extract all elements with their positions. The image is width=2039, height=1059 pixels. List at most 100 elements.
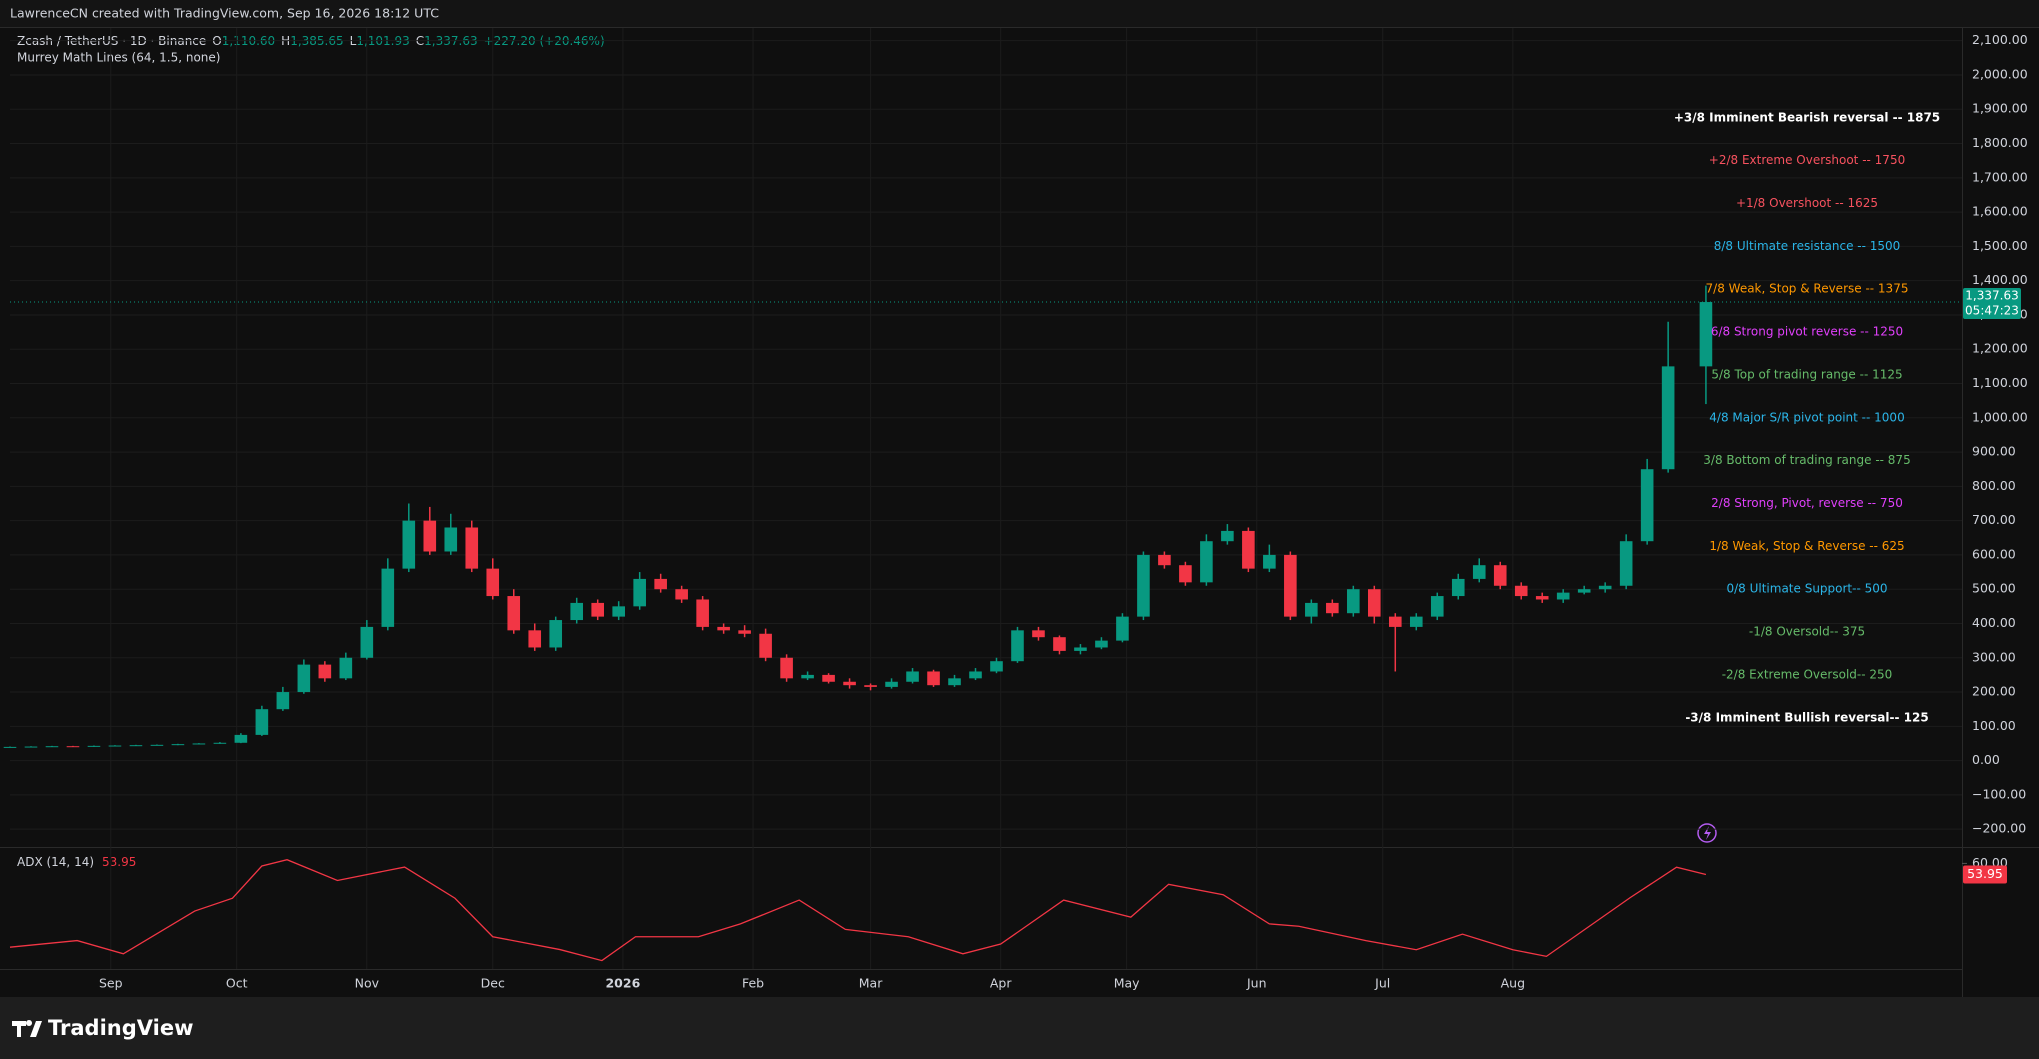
lightning-icon — [1697, 823, 1717, 843]
y-tick-label: 1,800.00 — [1972, 135, 2028, 150]
candle-body — [87, 745, 101, 747]
y-tick-label: 300.00 — [1972, 649, 2016, 664]
candle-body — [171, 744, 185, 746]
candle-body — [1095, 640, 1108, 648]
candle-body — [675, 589, 688, 600]
icon-bolt — [1704, 826, 1711, 840]
y-tick-label: 1,900.00 — [1972, 101, 2028, 116]
y-tick-label: 1,200.00 — [1972, 341, 2028, 356]
candle-body — [150, 744, 164, 746]
candle-body — [1556, 592, 1570, 600]
candle-body — [633, 578, 646, 607]
candle-body — [24, 746, 38, 748]
candle-body — [1074, 647, 1087, 651]
x-tick-label: Apr — [990, 976, 1012, 991]
y-tick-label: 900.00 — [1972, 444, 2016, 459]
y-tick-label: 200.00 — [1972, 684, 2016, 699]
candle-body — [843, 681, 856, 686]
y-tick-label: 1,000.00 — [1972, 409, 2028, 424]
candle-body — [1242, 530, 1255, 569]
candle-body — [234, 734, 248, 743]
candle-body — [1430, 596, 1444, 617]
x-tick-label: Nov — [355, 976, 380, 991]
murrey-level-label: 3/8 Bottom of trading range -- 875 — [1703, 453, 1910, 467]
murrey-level-label: -1/8 Oversold-- 375 — [1749, 625, 1865, 639]
candle-body — [255, 709, 269, 735]
x-tick-label: Oct — [226, 976, 248, 991]
y-tick-label: −200.00 — [1972, 821, 2026, 836]
candle-body — [66, 746, 80, 748]
murrey-level-label: 0/8 Ultimate Support-- 500 — [1726, 582, 1887, 596]
logo-icon — [12, 1020, 42, 1037]
candle-body — [1347, 589, 1360, 614]
candle-body — [549, 620, 563, 648]
candle-body — [696, 599, 709, 627]
candle-body — [1305, 602, 1318, 617]
candle-body — [1619, 541, 1633, 586]
candle-body — [1598, 585, 1612, 590]
candle-body — [1409, 616, 1423, 627]
candle-body — [780, 657, 793, 679]
candle-body — [528, 630, 542, 648]
candle-body — [297, 664, 311, 693]
murrey-level-label: 6/8 Strong pivot reverse -- 1250 — [1711, 325, 1903, 339]
candle-body — [402, 520, 416, 569]
murrey-level-label: +2/8 Extreme Overshoot -- 1750 — [1709, 153, 1905, 167]
candle-body — [822, 674, 835, 682]
y-tick-label: 1,100.00 — [1972, 375, 2028, 390]
candle-body — [444, 527, 458, 552]
y-tick-label: 0.00 — [1972, 752, 2000, 767]
candle-body — [1326, 602, 1339, 614]
y-tick-label: −100.00 — [1972, 786, 2026, 801]
brand-logo: TradingView — [12, 1016, 193, 1040]
candle-body — [192, 743, 206, 745]
candle-body — [1368, 589, 1381, 617]
candle-body — [1053, 637, 1066, 651]
candle-body — [276, 692, 290, 710]
murrey-level-label: 8/8 Ultimate resistance -- 1500 — [1714, 239, 1901, 253]
x-tick-label: Mar — [859, 976, 883, 991]
x-tick-label: Aug — [1501, 976, 1525, 991]
murrey-level-label: 4/8 Major S/R pivot point -- 1000 — [1709, 410, 1904, 424]
candle-body — [864, 685, 877, 687]
candle-body — [1200, 541, 1213, 583]
candle-body — [1158, 554, 1171, 566]
candle-body — [654, 578, 667, 590]
candle-body — [3, 746, 17, 748]
candle-body — [1514, 585, 1528, 597]
candle-body — [885, 681, 898, 687]
candle-body — [381, 568, 395, 627]
candle-body — [612, 606, 625, 617]
x-tick-label: May — [1114, 976, 1140, 991]
x-tick-label: Dec — [481, 976, 505, 991]
adx-title: ADX (14, 14) — [17, 855, 94, 869]
candle-body — [1011, 630, 1024, 662]
header-bar — [0, 0, 2039, 27]
murrey-level-label: -3/8 Imminent Bullish reversal-- 125 — [1685, 710, 1928, 724]
y-tick-label: 1,700.00 — [1972, 169, 2028, 184]
y-tick-label: 400.00 — [1972, 615, 2016, 630]
candle-body — [1116, 616, 1129, 641]
candle-body — [1493, 565, 1507, 586]
y-tick-label: 1,500.00 — [1972, 238, 2028, 253]
indicator-legend: Murrey Math Lines (64, 1.5, none) — [17, 51, 220, 65]
candle-body — [1284, 554, 1297, 617]
y-tick-label: 600.00 — [1972, 546, 2016, 561]
candle-body — [1451, 578, 1465, 597]
y-tick-label: 2,100.00 — [1972, 32, 2028, 47]
y-tick-label: 1,400.00 — [1972, 272, 2028, 287]
candle-body — [990, 661, 1003, 672]
candle-body — [1388, 616, 1402, 627]
candle-body — [906, 671, 919, 682]
adx-value-label: 53.95 — [1967, 866, 2003, 881]
murrey-level-label: +3/8 Imminent Bearish reversal -- 1875 — [1674, 110, 1940, 124]
candle-body — [213, 742, 227, 744]
candle-body — [339, 657, 353, 679]
candle-body — [948, 678, 961, 686]
murrey-level-label: -2/8 Extreme Oversold-- 250 — [1722, 667, 1893, 681]
y-tick-label: 700.00 — [1972, 512, 2016, 527]
candle-body — [759, 633, 772, 658]
candle-body — [1263, 554, 1276, 569]
x-tick-label: Feb — [742, 976, 764, 991]
